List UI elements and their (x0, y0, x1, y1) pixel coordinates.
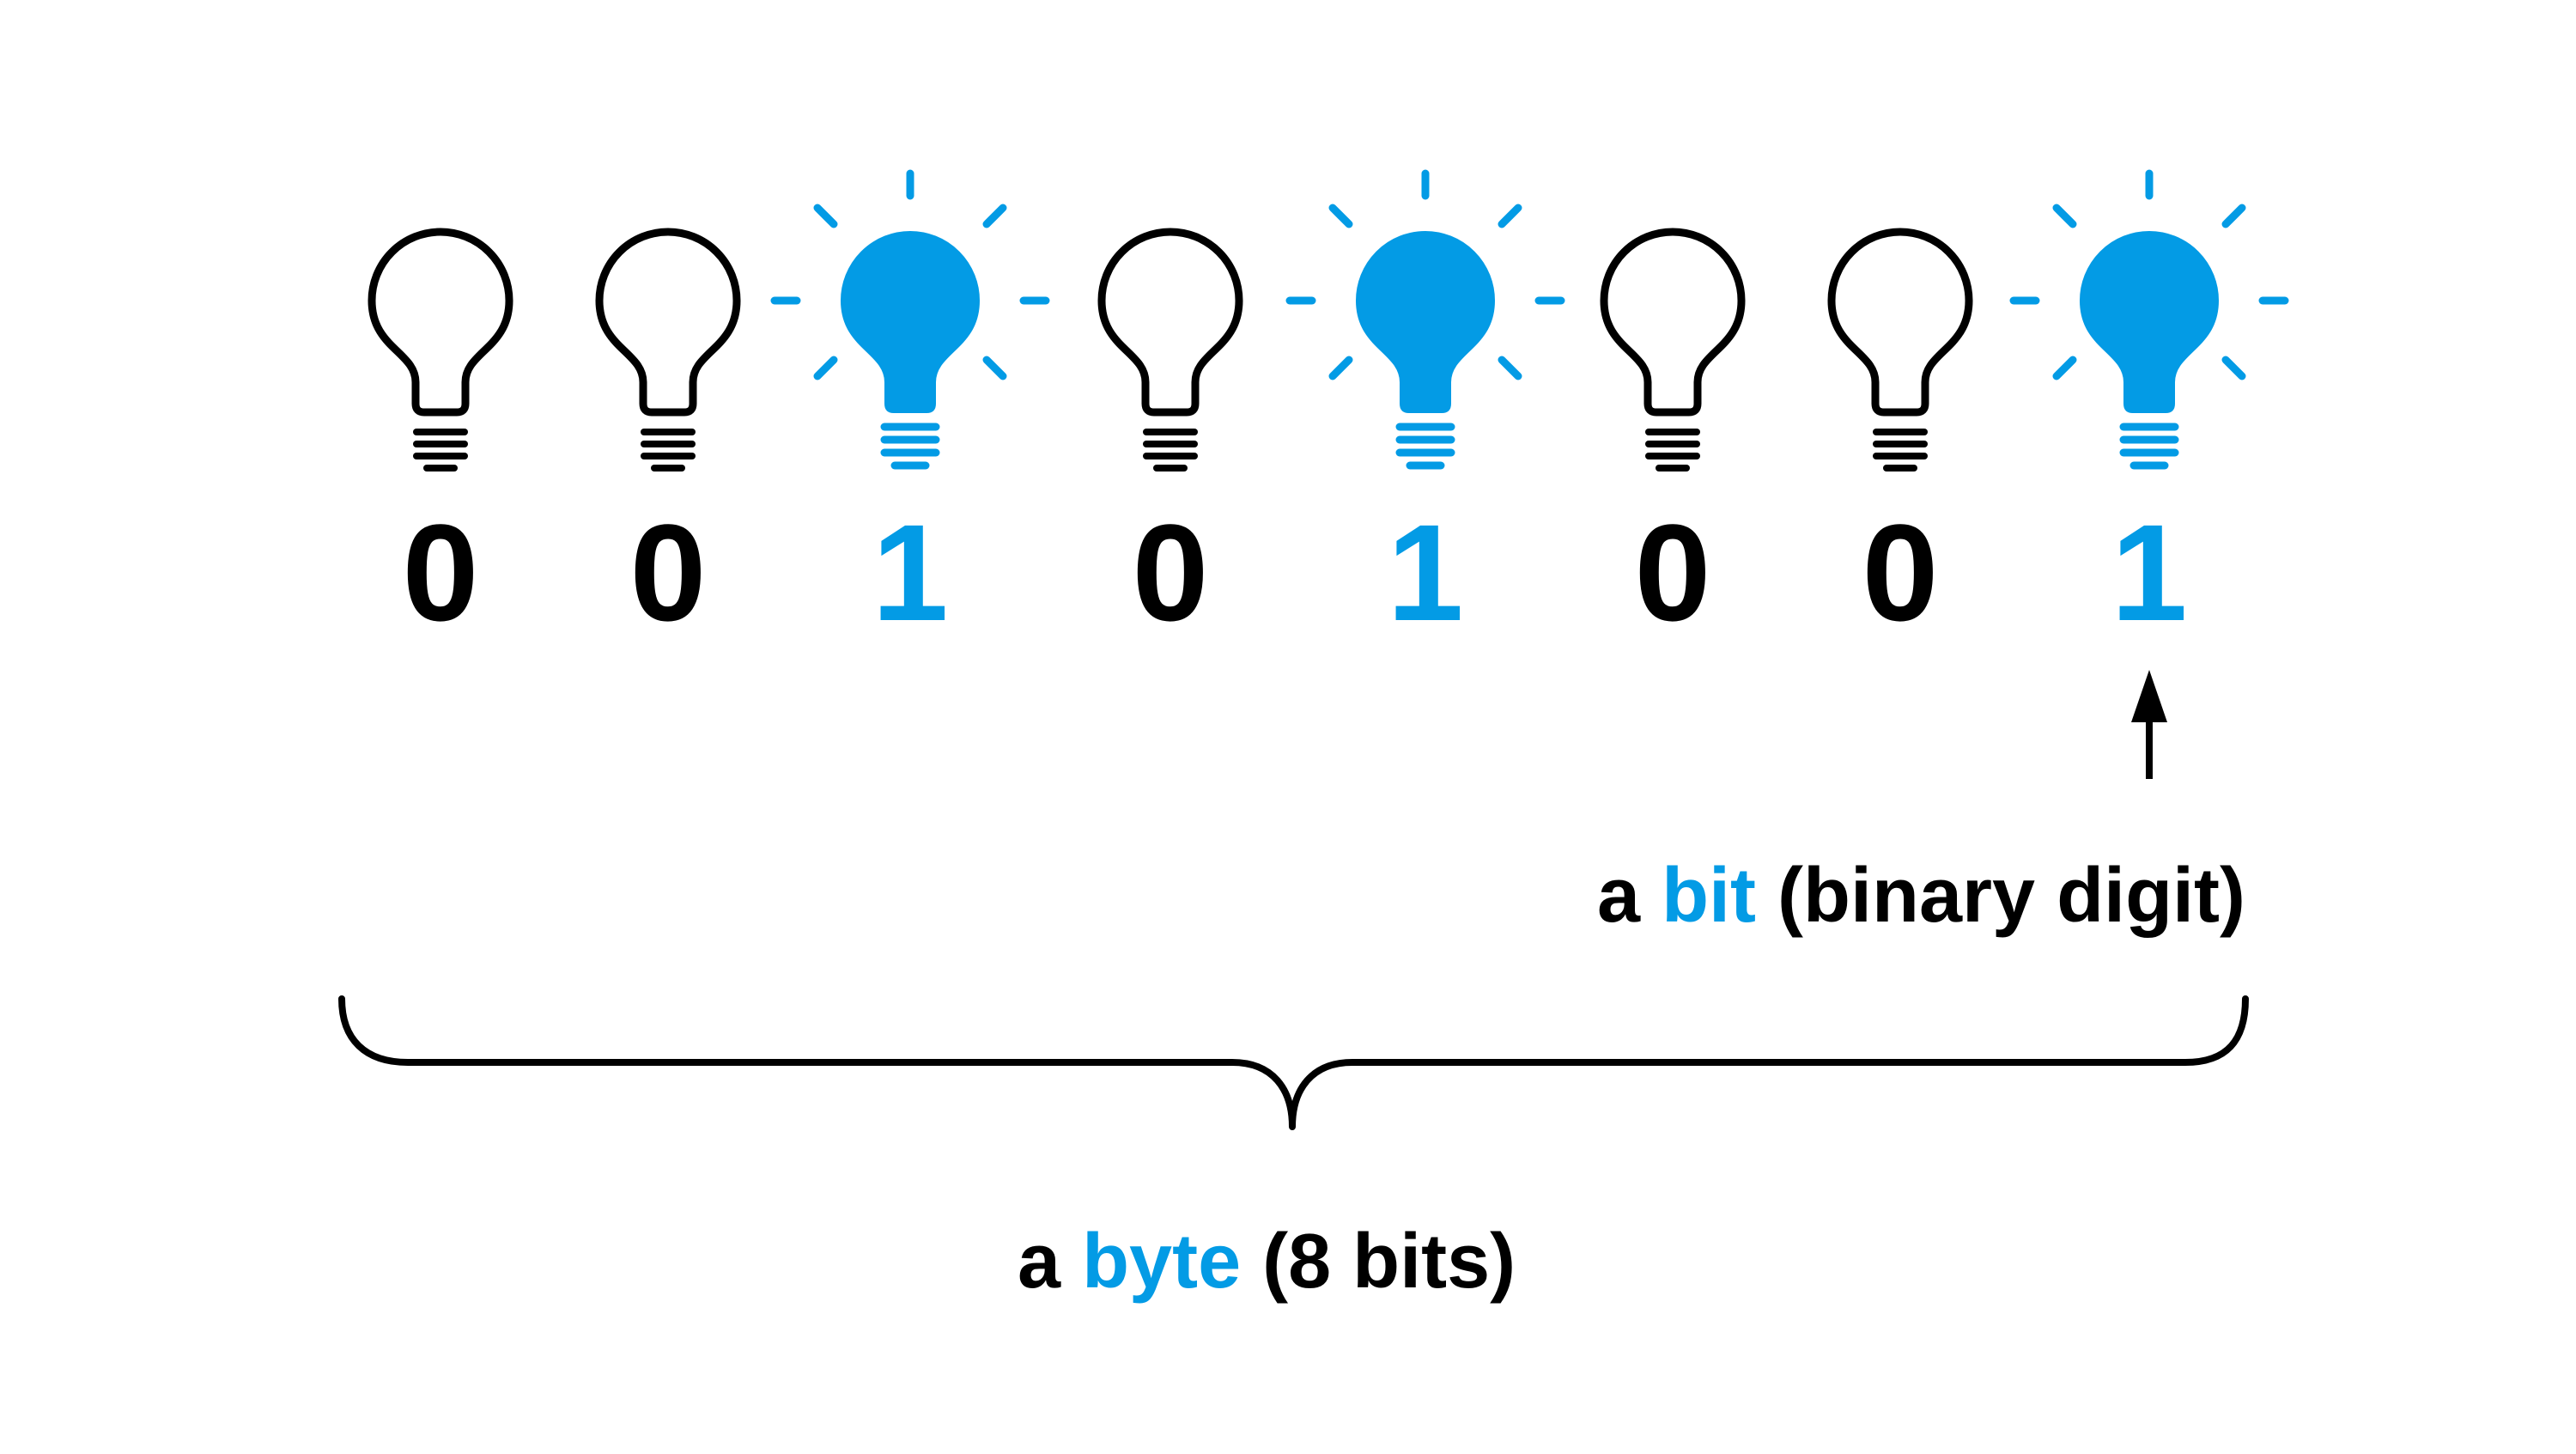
bulb-row (372, 173, 2285, 468)
bit-digit: 0 (1862, 496, 1939, 649)
bit-digit: 0 (630, 496, 707, 649)
bit-digit: 0 (403, 496, 479, 649)
bit-caption: a bit (binary digit) (1597, 857, 2245, 934)
bit-digit: 1 (872, 496, 949, 649)
arrow-up-icon (2131, 670, 2167, 779)
byte-caption: a byte (8 bits) (1018, 1223, 1516, 1300)
byte-caption-prefix: a (1018, 1219, 1082, 1305)
byte-caption-suffix: (8 bits) (1241, 1219, 1516, 1305)
bit-caption-highlight: bit (1662, 853, 1756, 939)
bit-digit: 1 (1388, 496, 1464, 649)
lightbulb-icon (1290, 173, 1561, 465)
lightbulb-icon (599, 232, 737, 468)
bit-digit: 0 (1133, 496, 1209, 649)
byte-caption-highlight: byte (1082, 1219, 1241, 1305)
lightbulb-icon (2014, 173, 2285, 465)
bit-caption-suffix: (binary digit) (1756, 853, 2245, 939)
bit-digit: 0 (1635, 496, 1711, 649)
lightbulb-icon (372, 232, 509, 468)
lightbulb-icon (1102, 232, 1239, 468)
lightbulb-icon (1832, 232, 1969, 468)
bit-digit: 1 (2111, 496, 2188, 649)
curly-brace (342, 999, 2245, 1127)
lightbulb-icon (1604, 232, 1741, 468)
bit-caption-prefix: a (1597, 853, 1662, 939)
lightbulb-icon (775, 173, 1046, 465)
